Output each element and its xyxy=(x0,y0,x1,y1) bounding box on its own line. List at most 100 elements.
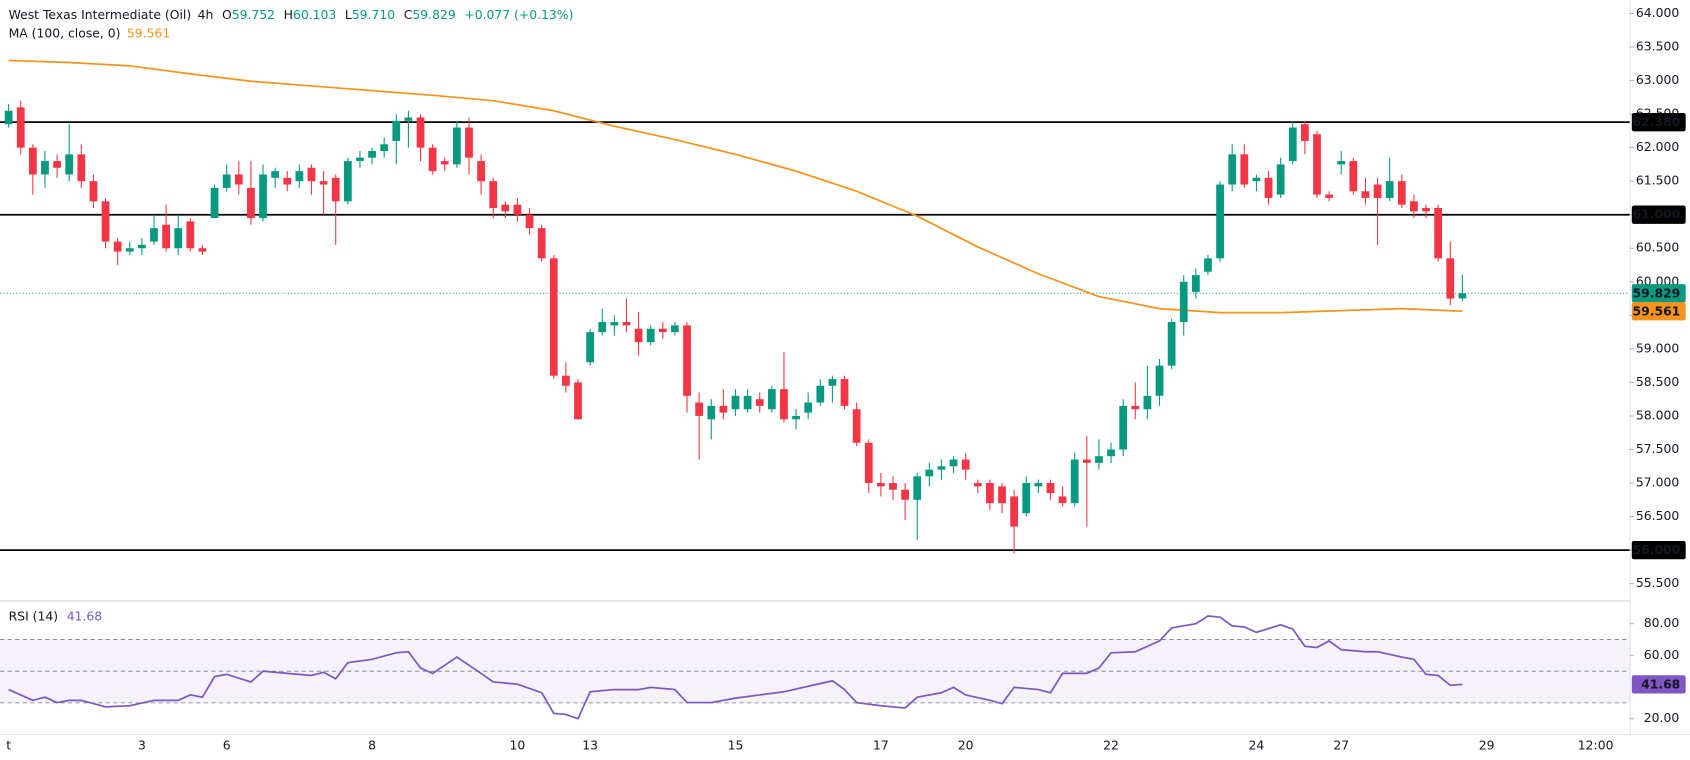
rsi-value-label-box xyxy=(1631,675,1686,694)
candle-body xyxy=(234,174,243,185)
candle-body xyxy=(16,107,25,148)
candle-body xyxy=(767,389,776,410)
interval: 4h xyxy=(198,7,214,22)
candle-body xyxy=(113,241,122,252)
x-tick-label: t xyxy=(6,737,11,752)
ma-value-label-box xyxy=(1631,302,1686,321)
level-label-text: 61.000 xyxy=(1633,207,1681,222)
candle-body xyxy=(319,181,328,185)
candle-body xyxy=(525,214,534,229)
candle-body xyxy=(392,120,401,141)
candle-body xyxy=(513,204,522,215)
candle-body xyxy=(937,466,946,470)
axis-labels: 55.500 56.000 56.500 57.000 57.500 58.000 58.5… xyxy=(6,5,1686,752)
candle-body xyxy=(973,483,982,487)
y-tick-label: 64.000 xyxy=(1636,5,1679,20)
candle-body xyxy=(356,157,364,162)
candle-body xyxy=(876,483,885,487)
rsi-value: 41.68 xyxy=(67,608,103,623)
candle-body xyxy=(1034,483,1043,487)
candle-body xyxy=(477,161,485,182)
candle-body xyxy=(1143,395,1152,410)
y-tick-label: 57.000 xyxy=(1636,475,1679,490)
y-tick-label: 59.000 xyxy=(1636,340,1679,355)
candle-body xyxy=(1046,483,1055,494)
candle-body xyxy=(1119,405,1128,450)
y-tick-label: 62.000 xyxy=(1636,139,1679,154)
y-tick-label: 63.000 xyxy=(1636,72,1679,87)
candle-body xyxy=(1385,181,1394,198)
candle-body xyxy=(1204,258,1212,272)
candle-body xyxy=(138,244,146,249)
candle-body xyxy=(89,181,98,202)
candle-body xyxy=(889,483,897,490)
candle-body xyxy=(1082,459,1091,463)
rsi-line xyxy=(8,615,1463,720)
last-price-label-box xyxy=(1631,284,1686,303)
candle-body xyxy=(913,476,922,500)
x-tick-label: 27 xyxy=(1333,737,1349,752)
candle-body xyxy=(707,405,716,420)
candle-body xyxy=(949,459,958,467)
ohlc-value: 59.752 xyxy=(232,7,275,22)
candle-body xyxy=(1022,483,1031,514)
candle-body xyxy=(283,177,292,185)
candle-body xyxy=(1252,177,1261,182)
candle-body xyxy=(804,402,813,413)
candle-body xyxy=(598,322,607,333)
x-tick-label: 22 xyxy=(1103,737,1119,752)
candle-body xyxy=(1228,154,1237,185)
candle-body xyxy=(622,322,631,326)
ma-value-label-text: 59.561 xyxy=(1633,303,1681,318)
y-tick-label: 60.500 xyxy=(1636,240,1679,255)
x-tick-label: 12:00 xyxy=(1578,737,1614,752)
candle-body xyxy=(658,328,667,333)
level-label-box xyxy=(1631,540,1686,560)
ohlc-value: 59.710 xyxy=(352,7,395,22)
candle-body xyxy=(4,110,13,125)
candle-body xyxy=(731,395,740,410)
candle-body xyxy=(1373,184,1382,198)
candle-body xyxy=(986,483,994,504)
candle-body xyxy=(743,395,752,410)
candle-body xyxy=(864,442,873,484)
candle-body xyxy=(1155,365,1164,396)
x-tick-label: 24 xyxy=(1249,737,1265,752)
candle-body xyxy=(210,187,219,219)
candle-body xyxy=(404,117,413,121)
symbol-title: West Texas Intermediate (Oil) xyxy=(9,7,192,22)
candle-body xyxy=(634,328,643,343)
candle-body xyxy=(307,167,316,182)
candle-body xyxy=(162,224,170,249)
candle-body xyxy=(41,161,49,175)
ohlc-value: 59.829 xyxy=(412,7,455,22)
candle-body xyxy=(695,402,704,416)
x-tick-label: 29 xyxy=(1479,737,1495,752)
candle-body xyxy=(28,147,37,175)
candle-body xyxy=(1070,459,1079,504)
candle-body xyxy=(489,181,498,209)
candle-body xyxy=(719,405,728,413)
candle-body xyxy=(198,248,207,252)
ohlc-label: L xyxy=(345,7,352,22)
candle-body xyxy=(1410,201,1418,212)
candle-body xyxy=(574,382,582,420)
candle-body xyxy=(1422,208,1430,212)
x-tick-label: 6 xyxy=(223,737,231,752)
y-tick-label: 58.000 xyxy=(1636,407,1679,422)
y-tick-label: 55.500 xyxy=(1636,575,1679,590)
level-label-text: 62.380 xyxy=(1633,114,1681,129)
x-tick-label: 8 xyxy=(368,737,376,752)
candle-body xyxy=(1313,134,1321,195)
last-price-label-text: 59.829 xyxy=(1633,285,1681,300)
ohlc-label: O xyxy=(222,7,232,22)
ma-value: 59.561 xyxy=(127,25,170,40)
candle-body xyxy=(1446,258,1455,299)
y-tick-label: 80.00 xyxy=(1644,615,1680,630)
x-tick-label: 10 xyxy=(510,737,526,752)
y-tick-label: 61.500 xyxy=(1636,173,1679,188)
candle-body xyxy=(125,248,134,252)
rsi-title: RSI (14) xyxy=(9,608,58,623)
candle-body xyxy=(586,332,595,363)
